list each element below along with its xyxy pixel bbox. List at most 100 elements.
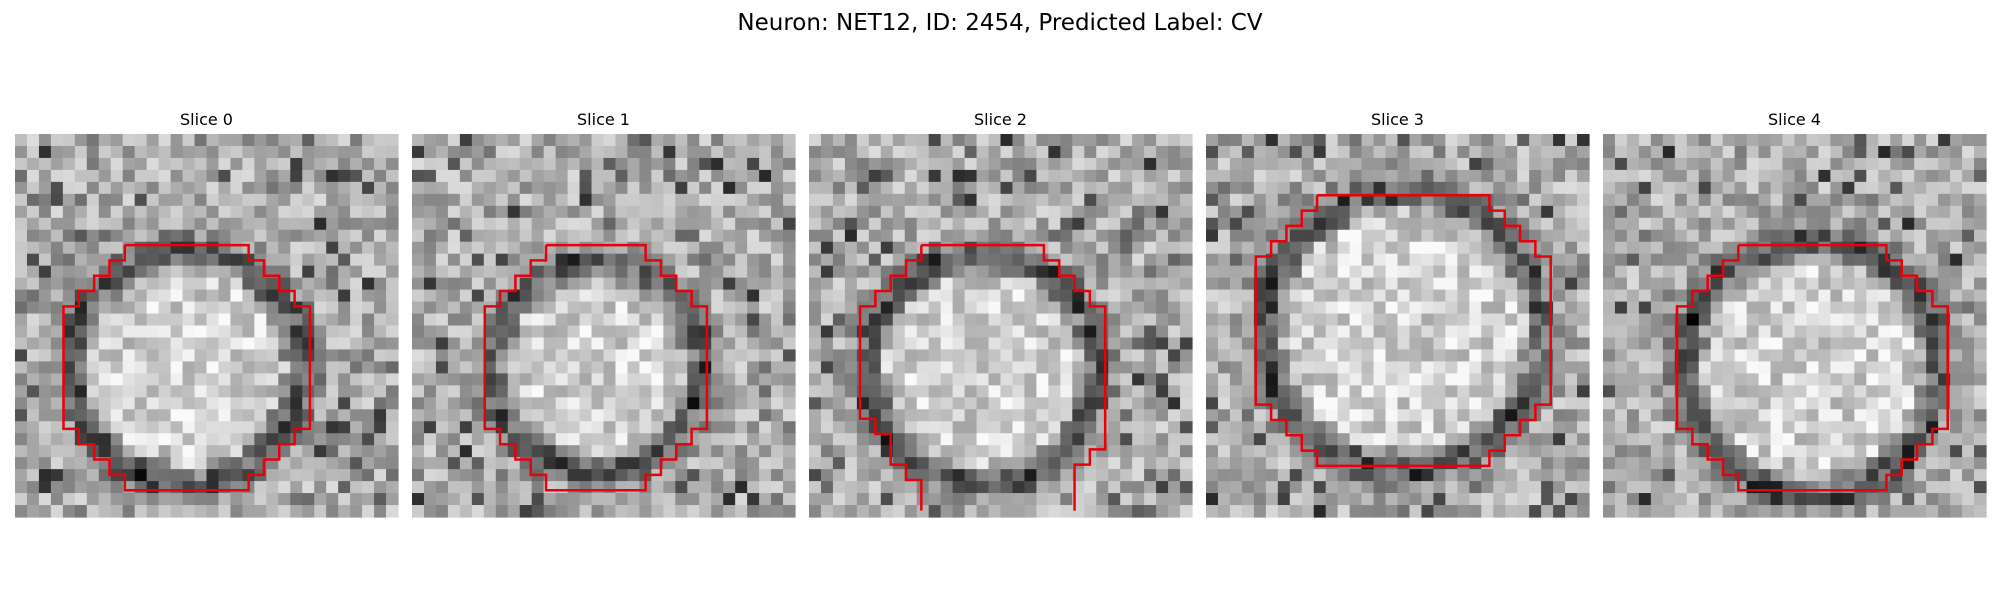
pixel bbox=[916, 505, 930, 518]
pixel bbox=[723, 397, 736, 410]
pixel bbox=[1902, 241, 1915, 255]
pixel bbox=[1674, 217, 1688, 231]
pixel bbox=[134, 325, 148, 339]
pixel bbox=[1000, 301, 1014, 315]
pixel bbox=[15, 157, 28, 171]
pixel bbox=[326, 193, 339, 207]
pixel bbox=[988, 134, 1002, 147]
pixel bbox=[194, 349, 208, 363]
pixel bbox=[1553, 253, 1566, 267]
pixel bbox=[158, 169, 172, 183]
pixel bbox=[1180, 469, 1193, 482]
pixel bbox=[1734, 421, 1748, 434]
pixel bbox=[1553, 493, 1566, 506]
pixel bbox=[1794, 385, 1808, 398]
pixel bbox=[615, 217, 629, 231]
pixel bbox=[1650, 265, 1664, 279]
pixel bbox=[38, 301, 52, 315]
pixel bbox=[940, 337, 954, 351]
pixel bbox=[1698, 193, 1712, 207]
pixel bbox=[615, 313, 629, 327]
pixel bbox=[507, 433, 521, 446]
pixel bbox=[759, 229, 772, 243]
pixel bbox=[1830, 373, 1843, 386]
pixel bbox=[1217, 193, 1231, 207]
pixel bbox=[1120, 145, 1133, 159]
pixel bbox=[386, 433, 399, 446]
pixel bbox=[495, 313, 509, 327]
pixel bbox=[1373, 337, 1387, 351]
pixel bbox=[1890, 337, 1903, 351]
pixel bbox=[735, 397, 748, 410]
pixel bbox=[1421, 433, 1435, 446]
pixel bbox=[1060, 445, 1073, 458]
pixel bbox=[1024, 421, 1038, 434]
pixel bbox=[591, 493, 605, 506]
pixel bbox=[1481, 505, 1494, 518]
pixel bbox=[1974, 445, 1987, 458]
pixel bbox=[1433, 265, 1446, 279]
pixel bbox=[314, 157, 327, 171]
pixel bbox=[218, 181, 232, 195]
pixel bbox=[290, 505, 303, 518]
pixel bbox=[507, 349, 521, 363]
pixel bbox=[1914, 229, 1927, 243]
pixel bbox=[507, 253, 521, 267]
pixel bbox=[471, 289, 485, 303]
pixel bbox=[278, 205, 291, 219]
pixel bbox=[809, 169, 822, 183]
pixel bbox=[567, 205, 581, 219]
pixel bbox=[1180, 157, 1193, 171]
pixel bbox=[1253, 481, 1267, 494]
pixel bbox=[519, 193, 533, 207]
pixel bbox=[26, 277, 40, 291]
pixel bbox=[1746, 217, 1760, 231]
pixel bbox=[122, 301, 136, 315]
pixel bbox=[868, 241, 882, 255]
pixel bbox=[1565, 229, 1578, 243]
pixel bbox=[1890, 157, 1903, 171]
pixel bbox=[230, 433, 244, 446]
pixel bbox=[1301, 457, 1315, 470]
pixel bbox=[1048, 505, 1061, 518]
pixel bbox=[1048, 397, 1061, 410]
pixel bbox=[1445, 349, 1458, 363]
pixel bbox=[1481, 457, 1494, 470]
pixel bbox=[1638, 373, 1652, 386]
pixel bbox=[952, 325, 966, 339]
pixel bbox=[1301, 169, 1315, 183]
pixel bbox=[1866, 181, 1879, 195]
pixel bbox=[1854, 145, 1867, 159]
pixel bbox=[326, 349, 339, 363]
pixel bbox=[423, 313, 437, 327]
pixel bbox=[759, 169, 772, 183]
pixel bbox=[158, 421, 172, 434]
pixel bbox=[988, 409, 1002, 422]
pixel bbox=[832, 157, 846, 171]
pixel bbox=[1048, 217, 1061, 231]
pixel bbox=[1108, 265, 1121, 279]
pixel bbox=[1842, 373, 1855, 386]
pixel bbox=[1505, 349, 1518, 363]
pixel bbox=[98, 193, 112, 207]
pixel bbox=[1638, 241, 1652, 255]
pixel bbox=[1866, 145, 1879, 159]
pixel bbox=[1505, 337, 1518, 351]
pixel bbox=[1048, 385, 1061, 398]
pixel bbox=[1373, 505, 1387, 518]
pixel bbox=[783, 313, 796, 327]
pixel bbox=[362, 457, 375, 470]
pixel bbox=[615, 169, 629, 183]
pixel bbox=[374, 217, 387, 231]
pixel bbox=[1132, 469, 1145, 482]
pixel bbox=[1734, 289, 1748, 303]
pixel bbox=[242, 145, 255, 159]
pixel bbox=[374, 469, 387, 482]
pixel bbox=[1217, 505, 1231, 518]
pixel bbox=[627, 205, 641, 219]
pixel bbox=[1794, 205, 1808, 219]
pixel bbox=[158, 397, 172, 410]
pixel bbox=[1421, 169, 1435, 183]
pixel bbox=[531, 361, 545, 374]
pixel bbox=[1914, 301, 1927, 315]
